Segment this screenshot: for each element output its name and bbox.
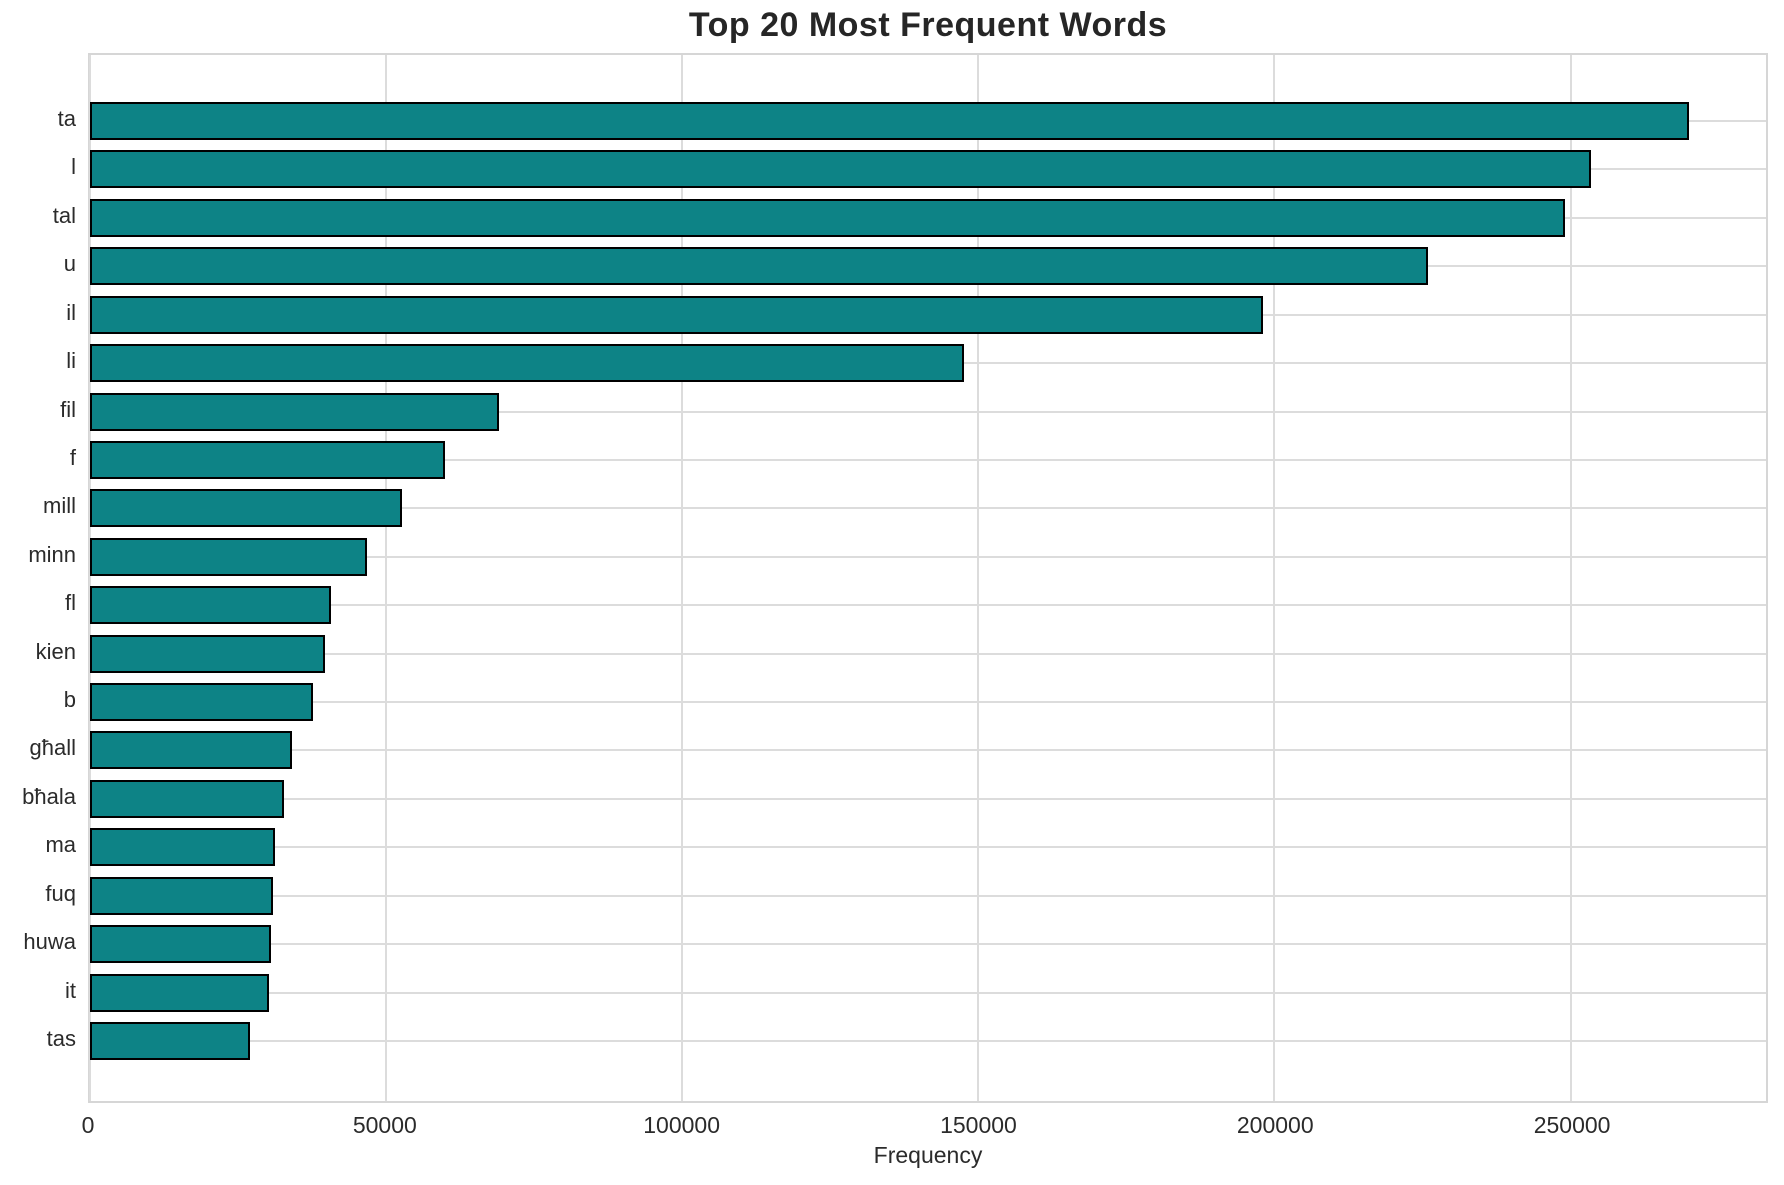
bar-li xyxy=(90,344,964,383)
bar-tas xyxy=(90,1021,251,1060)
bar-għall xyxy=(90,731,292,770)
y-axis-label: li xyxy=(66,348,76,374)
gridline-vertical xyxy=(1273,55,1276,1101)
gridline-horizontal xyxy=(90,604,1766,607)
y-axis-label: fil xyxy=(60,396,76,422)
bar-b xyxy=(90,683,313,722)
bar-mill xyxy=(90,489,402,528)
gridline-horizontal xyxy=(90,652,1766,655)
gridline-horizontal xyxy=(90,943,1766,946)
bar-huwa xyxy=(90,925,272,964)
bar-tal xyxy=(90,198,1565,237)
y-axis-label: fuq xyxy=(45,880,76,906)
gridline-horizontal xyxy=(90,458,1766,461)
gridline-vertical xyxy=(89,55,91,1101)
bar-il xyxy=(90,295,1263,334)
x-tick-label: 50000 xyxy=(352,1112,417,1138)
bar-fuq xyxy=(90,876,273,915)
bar-bħala xyxy=(90,779,285,818)
gridline-horizontal xyxy=(90,701,1766,704)
x-tick-label: 0 xyxy=(81,1112,95,1138)
bar-it xyxy=(90,973,270,1012)
y-axis-label: ma xyxy=(45,832,76,858)
bar-u xyxy=(90,247,1429,286)
y-axis-label: kien xyxy=(35,638,76,664)
y-axis-label: l xyxy=(71,154,76,180)
gridline-horizontal xyxy=(90,555,1766,558)
y-axis-label: it xyxy=(65,977,76,1003)
x-axis-title: Frequency xyxy=(873,1142,983,1168)
y-axis-label: bħala xyxy=(22,783,76,809)
gridline-horizontal xyxy=(90,991,1766,994)
bar-f xyxy=(90,440,446,479)
y-axis-label: b xyxy=(63,687,76,713)
x-tick-label: 250000 xyxy=(1533,1112,1611,1138)
y-axis-label: f xyxy=(69,444,76,470)
gridline-horizontal xyxy=(90,507,1766,510)
x-tick-label: 150000 xyxy=(940,1112,1017,1138)
gridline-vertical xyxy=(977,55,980,1101)
bar-fl xyxy=(90,586,332,625)
y-axis-label: għall xyxy=(29,735,76,761)
gridline-vertical xyxy=(681,55,684,1101)
bar-l xyxy=(90,150,1592,189)
gridline-vertical xyxy=(385,55,388,1101)
gridline-horizontal xyxy=(90,749,1766,752)
y-axis-label: minn xyxy=(28,541,76,567)
plot-area xyxy=(88,53,1768,1103)
y-axis-label: u xyxy=(63,251,76,277)
gridline-horizontal xyxy=(90,410,1766,413)
y-axis-label: tal xyxy=(52,202,76,228)
bar-kien xyxy=(90,634,326,673)
gridline-vertical xyxy=(1569,55,1572,1101)
bar-ma xyxy=(90,828,276,867)
chart-title: Top 20 Most Frequent Words xyxy=(688,6,1168,44)
gridline-horizontal xyxy=(90,1039,1766,1042)
gridline-horizontal xyxy=(90,846,1766,849)
bar-minn xyxy=(90,537,367,576)
bar-fil xyxy=(90,392,499,431)
y-axis-label: il xyxy=(66,299,76,325)
y-axis-label: fl xyxy=(65,590,76,616)
y-axis-label: ta xyxy=(57,106,76,131)
gridline-horizontal xyxy=(90,797,1766,800)
x-tick-label: 100000 xyxy=(643,1112,720,1138)
y-axis-label: huwa xyxy=(23,929,76,955)
x-tick-label: 200000 xyxy=(1236,1112,1314,1138)
y-axis-label: mill xyxy=(43,493,76,519)
y-axis-label: tas xyxy=(46,1025,76,1051)
gridline-horizontal xyxy=(90,894,1766,897)
bar-ta xyxy=(90,102,1689,140)
